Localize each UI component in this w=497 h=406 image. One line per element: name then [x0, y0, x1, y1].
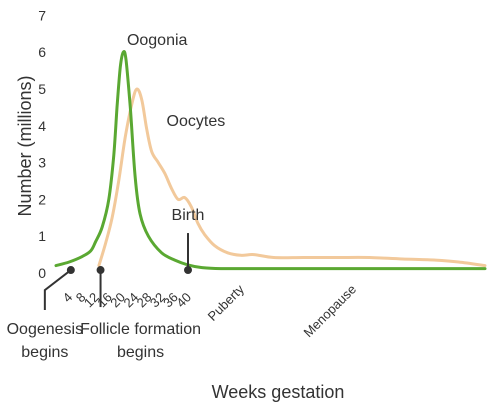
series-line-oocytes [97, 87, 487, 268]
life-stage-labels: Puberty Menopause [205, 281, 359, 340]
x-tick-label: 4 [60, 290, 76, 306]
marker-leader [43, 269, 72, 311]
life-stage-label: Puberty [205, 281, 248, 324]
y-tick-label: 6 [38, 44, 46, 60]
x-tick-label: 40 [173, 290, 194, 311]
y-tick-labels: 0 1 2 3 4 5 6 7 [38, 7, 46, 281]
x-axis-title: Weeks gestation [212, 382, 345, 402]
marker-label: Follicle formation begins [80, 321, 201, 361]
series-lines [54, 50, 487, 271]
life-stage-label: Menopause [300, 282, 359, 341]
y-tick-label: 2 [38, 191, 46, 207]
y-tick-label: 4 [38, 118, 46, 134]
marker-dot [96, 266, 105, 275]
marker-label: Birth [172, 207, 205, 224]
y-tick-label: 0 [38, 265, 46, 281]
marker-dot [184, 266, 192, 275]
marker-dot [66, 266, 75, 275]
series-labels: Oogonia Oocytes [127, 32, 225, 130]
y-tick-label: 7 [38, 7, 46, 23]
series-label: Oocytes [167, 113, 226, 130]
series-label: Oogonia [127, 32, 188, 49]
series-line-oogonia [54, 50, 487, 271]
marker-label: Oogenesis begins [7, 321, 84, 361]
y-tick-label: 5 [38, 81, 46, 97]
y-axis-title: Number (millions) [15, 75, 35, 216]
y-tick-label: 3 [38, 155, 46, 171]
y-tick-label: 1 [38, 228, 46, 244]
